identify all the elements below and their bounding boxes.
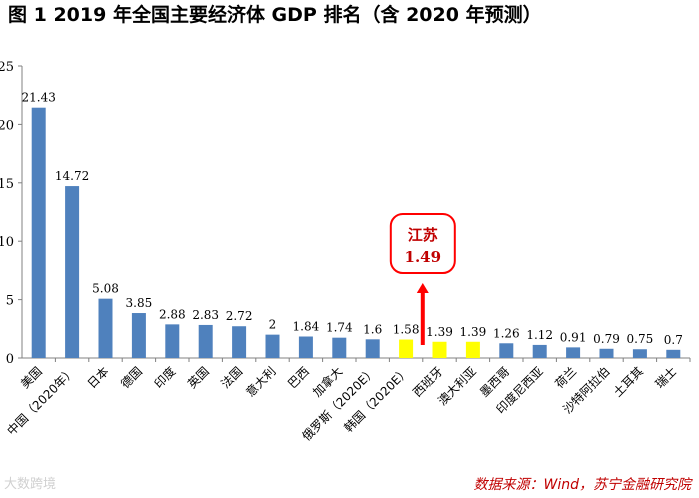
bar (365, 339, 380, 358)
data-label: 0.75 (627, 332, 654, 346)
bar (232, 326, 247, 358)
data-label: 2 (269, 318, 277, 332)
data-label: 1.58 (393, 323, 420, 337)
x-tick-label: 美国 (18, 364, 45, 391)
bar (499, 343, 514, 358)
x-tick-label: 荷兰 (552, 364, 579, 391)
x-tick-label: 德国 (117, 364, 145, 392)
y-tick-label: 25 (0, 60, 14, 75)
data-label: 1.39 (426, 325, 453, 339)
bar (332, 337, 347, 358)
bar (131, 313, 146, 358)
bar (465, 341, 480, 358)
y-tick-label: 0 (6, 352, 14, 367)
data-label: 14.72 (55, 169, 89, 183)
data-label: 2.88 (159, 307, 186, 321)
data-label: 1.74 (326, 321, 353, 335)
y-tick-label: 20 (0, 118, 14, 133)
bar (432, 341, 447, 358)
bar (566, 347, 581, 358)
data-label: 2.72 (226, 309, 253, 323)
bar (632, 349, 647, 358)
data-label: 0.7 (664, 333, 683, 347)
annotation-label: 江苏 (408, 226, 438, 244)
bar (298, 336, 313, 358)
x-tick-label: 英国 (185, 364, 212, 391)
bar (599, 348, 614, 358)
bar (31, 107, 46, 358)
data-label: 21.43 (22, 91, 56, 105)
source-note: 数据来源：Wind，苏宁金融研究院 (473, 477, 692, 493)
data-label: 1.6 (363, 322, 382, 336)
data-label: 3.85 (126, 296, 153, 310)
bar (65, 186, 80, 358)
x-tick-label: 意大利 (243, 364, 279, 400)
data-label: 0.79 (593, 332, 620, 346)
bar (399, 339, 414, 358)
bar (98, 298, 113, 358)
x-tick-label: 瑞士 (653, 364, 680, 391)
data-label: 2.83 (192, 308, 219, 322)
y-tick-label: 15 (0, 177, 14, 192)
data-label: 1.12 (526, 328, 553, 342)
page-title: 图 1 2019 年全国主要经济体 GDP 排名（含 2020 年预测） (8, 4, 542, 26)
x-tick-label: 日本 (85, 364, 112, 391)
annotation-value: 1.49 (405, 248, 442, 266)
annotation-arrow-head (416, 283, 429, 293)
bar (532, 344, 547, 358)
bar (198, 324, 213, 358)
bar (165, 324, 180, 358)
x-tick-label: 巴西 (285, 364, 312, 391)
annotation-box (389, 213, 456, 274)
x-tick-label: 印度 (151, 364, 179, 392)
watermark: 大数跨境 (4, 477, 57, 492)
data-label: 5.08 (92, 282, 119, 296)
bar (265, 334, 280, 358)
x-tick-label: 土耳其 (611, 364, 646, 399)
data-label: 0.91 (560, 330, 587, 344)
data-label: 1.39 (460, 325, 487, 339)
data-label: 1.26 (493, 326, 520, 340)
y-tick-label: 5 (6, 294, 14, 309)
data-label: 1.84 (293, 320, 320, 334)
y-tick-label: 10 (0, 235, 14, 250)
bar (666, 349, 681, 358)
x-tick-label: 法国 (218, 364, 245, 391)
